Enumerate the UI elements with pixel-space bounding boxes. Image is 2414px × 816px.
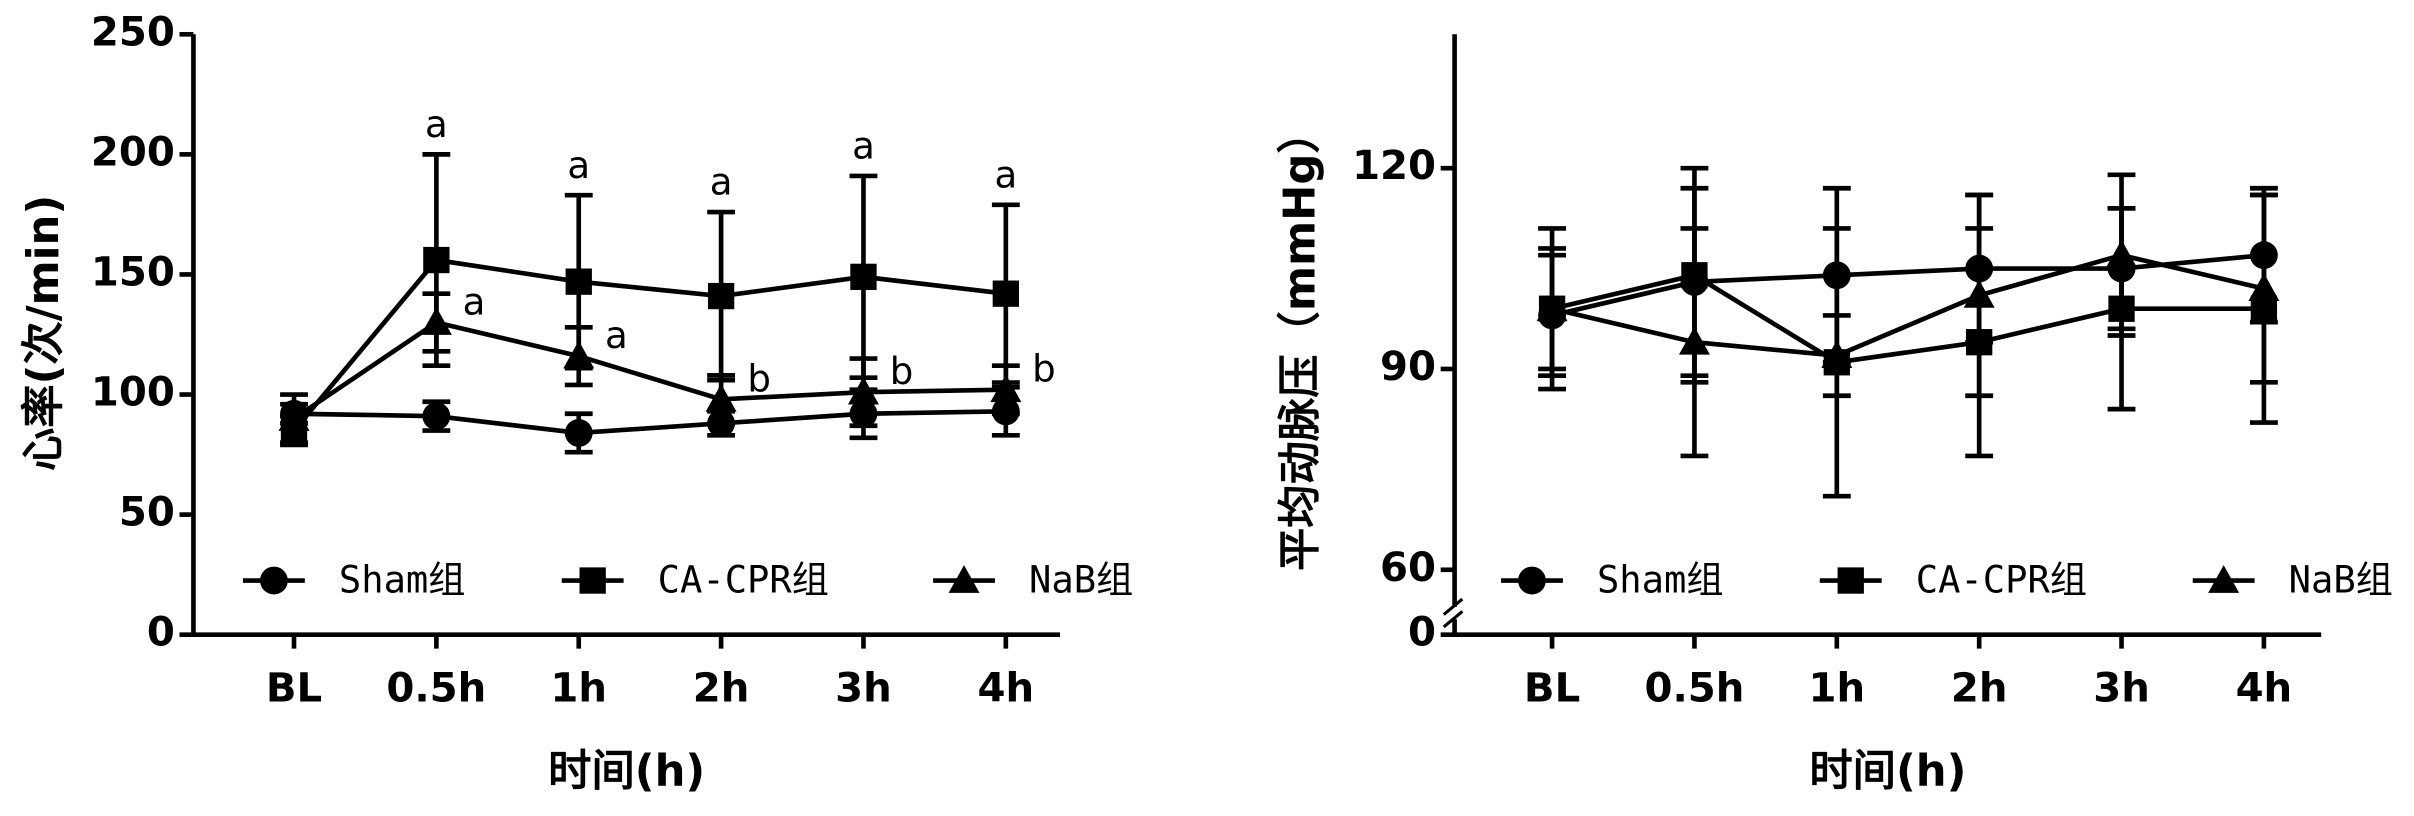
y-tick-label: 150	[91, 249, 175, 295]
annotation: b	[890, 350, 914, 393]
marker-square	[579, 567, 606, 594]
x-tick-label: 0.5h	[1644, 665, 1744, 711]
marker-circle	[564, 419, 593, 447]
annotation: b	[747, 357, 771, 400]
legend-label: CA-CPR组	[658, 559, 829, 602]
annotation: a	[425, 103, 448, 146]
legend-label: CA-CPR组	[1916, 559, 2087, 602]
x-tick-label: 2h	[693, 665, 750, 711]
y-tick-label: 250	[91, 9, 175, 55]
marker-triangle	[1536, 293, 1568, 322]
x-tick-label: 4h	[978, 665, 1035, 711]
x-tick-label: 2h	[1951, 665, 2008, 711]
y-tick-label: 200	[91, 129, 175, 175]
marker-triangle	[948, 565, 980, 593]
series-line	[1551, 272, 2264, 365]
axis-break	[1442, 610, 1464, 629]
legend-label: Sham组	[339, 559, 466, 602]
marker-triangle	[1821, 340, 1853, 368]
marker-triangle	[278, 403, 310, 431]
series-line	[292, 257, 1007, 433]
legend-label: Sham组	[1597, 559, 1724, 602]
marker-triangle	[420, 307, 452, 335]
marker-triangle	[705, 383, 737, 412]
x-tick-label: 0.5h	[386, 665, 486, 711]
marker-square	[707, 282, 735, 310]
y-tick-label: 90	[1380, 344, 1436, 390]
series-line	[292, 319, 1006, 421]
y-tick-label: 0	[1408, 610, 1436, 656]
marker-triangle	[847, 376, 879, 405]
annotation: b	[1032, 348, 1056, 391]
y-tick-label: 100	[91, 370, 175, 416]
legend-label: NaB组	[1029, 559, 1133, 602]
marker-triangle	[2208, 565, 2240, 593]
x-tick-label: 3h	[835, 665, 892, 711]
marker-square	[423, 246, 450, 274]
marker-square	[1837, 567, 1864, 594]
annotation: a	[852, 125, 875, 168]
marker-triangle	[1678, 326, 1710, 355]
marker-triangle	[2248, 273, 2280, 302]
y-tick-label: 50	[119, 490, 175, 536]
x-tick-label: 1h	[550, 665, 607, 711]
marker-triangle	[563, 340, 595, 369]
x-axis-title: 时间(h)	[548, 746, 705, 796]
marker-circle	[1518, 566, 1546, 595]
marker-circle	[422, 402, 451, 431]
axis-break	[1442, 597, 1464, 616]
x-tick-label: 4h	[2236, 665, 2293, 711]
y-tick-label: 60	[1380, 545, 1436, 591]
legend-label: NaB组	[2289, 559, 2393, 602]
y-tick-label: 120	[1352, 143, 1436, 189]
marker-circle	[259, 566, 288, 595]
annotation: a	[605, 314, 628, 357]
x-tick-label: 1h	[1808, 665, 1865, 711]
marker-triangle	[2106, 239, 2138, 268]
marker-square	[850, 263, 877, 291]
y-axis-title: 心率(次/min)	[19, 195, 69, 471]
annotation: a	[567, 144, 590, 187]
series-line	[293, 409, 1006, 436]
annotation: a	[994, 153, 1017, 196]
marker-triangle	[990, 374, 1022, 403]
x-tick-label: BL	[1524, 665, 1580, 711]
series-line	[1551, 252, 2265, 358]
annotation: a	[463, 280, 486, 323]
x-tick-label: 3h	[2093, 665, 2150, 711]
y-tick-label: 0	[147, 610, 175, 656]
marker-square	[992, 280, 1019, 307]
marker-square	[565, 268, 592, 295]
series-line	[1551, 252, 2265, 318]
y-axis-title: 平均动脉压（mmHg）	[1275, 110, 1325, 571]
x-tick-label: BL	[266, 665, 322, 711]
annotation: a	[710, 161, 733, 204]
marker-triangle	[1963, 279, 1995, 308]
x-axis-title: 时间(h)	[1809, 746, 1966, 796]
